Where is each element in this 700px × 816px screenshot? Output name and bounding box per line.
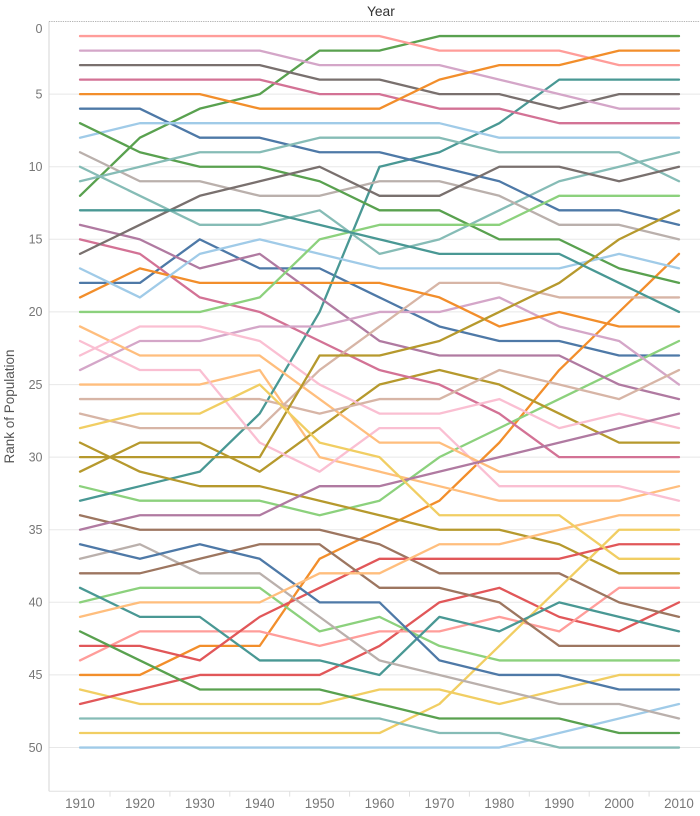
svg-text:1930: 1930 <box>185 796 215 811</box>
svg-text:1950: 1950 <box>305 796 335 811</box>
svg-text:2000: 2000 <box>604 796 634 811</box>
svg-text:1940: 1940 <box>245 796 275 811</box>
svg-text:2010: 2010 <box>664 796 694 811</box>
svg-text:Rank of Population: Rank of Population <box>2 349 17 463</box>
svg-text:1920: 1920 <box>125 796 155 811</box>
svg-text:1910: 1910 <box>65 796 95 811</box>
svg-text:0: 0 <box>36 22 43 36</box>
svg-text:35: 35 <box>29 523 43 537</box>
svg-text:50: 50 <box>29 741 43 755</box>
svg-text:1990: 1990 <box>544 796 574 811</box>
svg-text:15: 15 <box>29 233 43 247</box>
svg-text:5: 5 <box>36 87 43 101</box>
svg-text:1980: 1980 <box>484 796 514 811</box>
svg-text:Year: Year <box>367 4 395 19</box>
svg-text:10: 10 <box>29 160 43 174</box>
svg-text:25: 25 <box>29 378 43 392</box>
svg-text:30: 30 <box>29 450 43 464</box>
svg-text:40: 40 <box>29 596 43 610</box>
svg-text:1960: 1960 <box>365 796 395 811</box>
svg-text:20: 20 <box>29 305 43 319</box>
svg-text:1970: 1970 <box>425 796 455 811</box>
svg-text:45: 45 <box>29 668 43 682</box>
